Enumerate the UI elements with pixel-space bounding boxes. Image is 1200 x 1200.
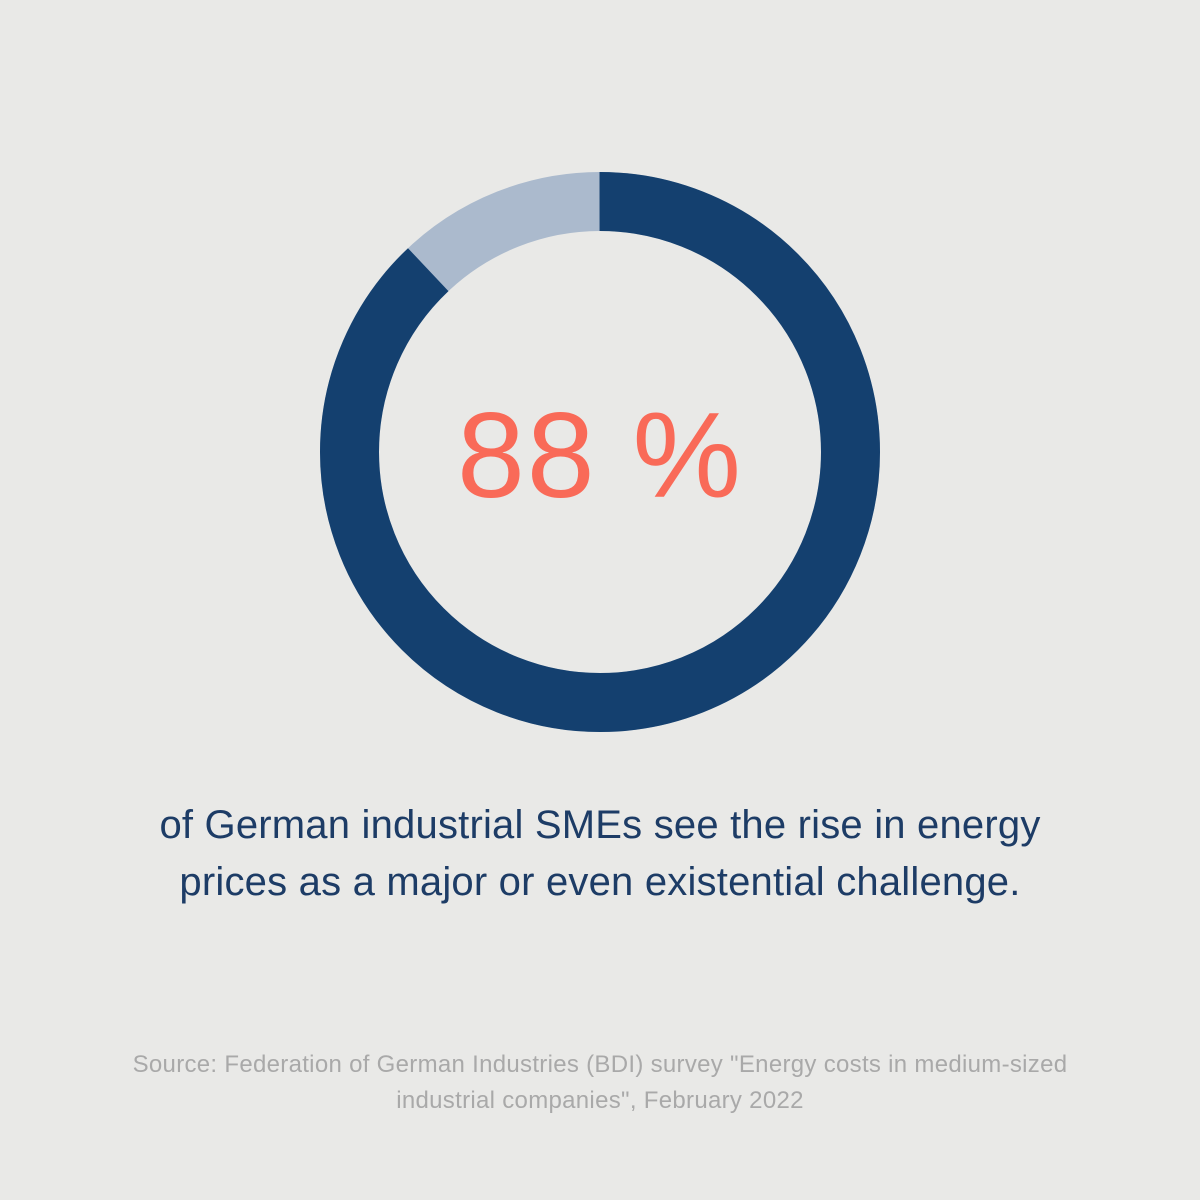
source-line-2: industrial companies", February 2022 [396,1087,804,1114]
caption-line-2: prices as a major or even existential ch… [179,860,1021,904]
source-attribution: Source: Federation of German Industries … [0,1047,1200,1119]
caption-line-1: of German industrial SMEs see the rise i… [159,803,1041,847]
source-line-1: Source: Federation of German Industries … [132,1051,1068,1078]
donut-chart: 88 % [318,170,882,734]
donut-chart-svg [320,172,880,732]
stat-value: 88 % [456,387,744,523]
donut-main-segment [320,172,880,732]
caption: of German industrial SMEs see the rise i… [0,797,1200,911]
